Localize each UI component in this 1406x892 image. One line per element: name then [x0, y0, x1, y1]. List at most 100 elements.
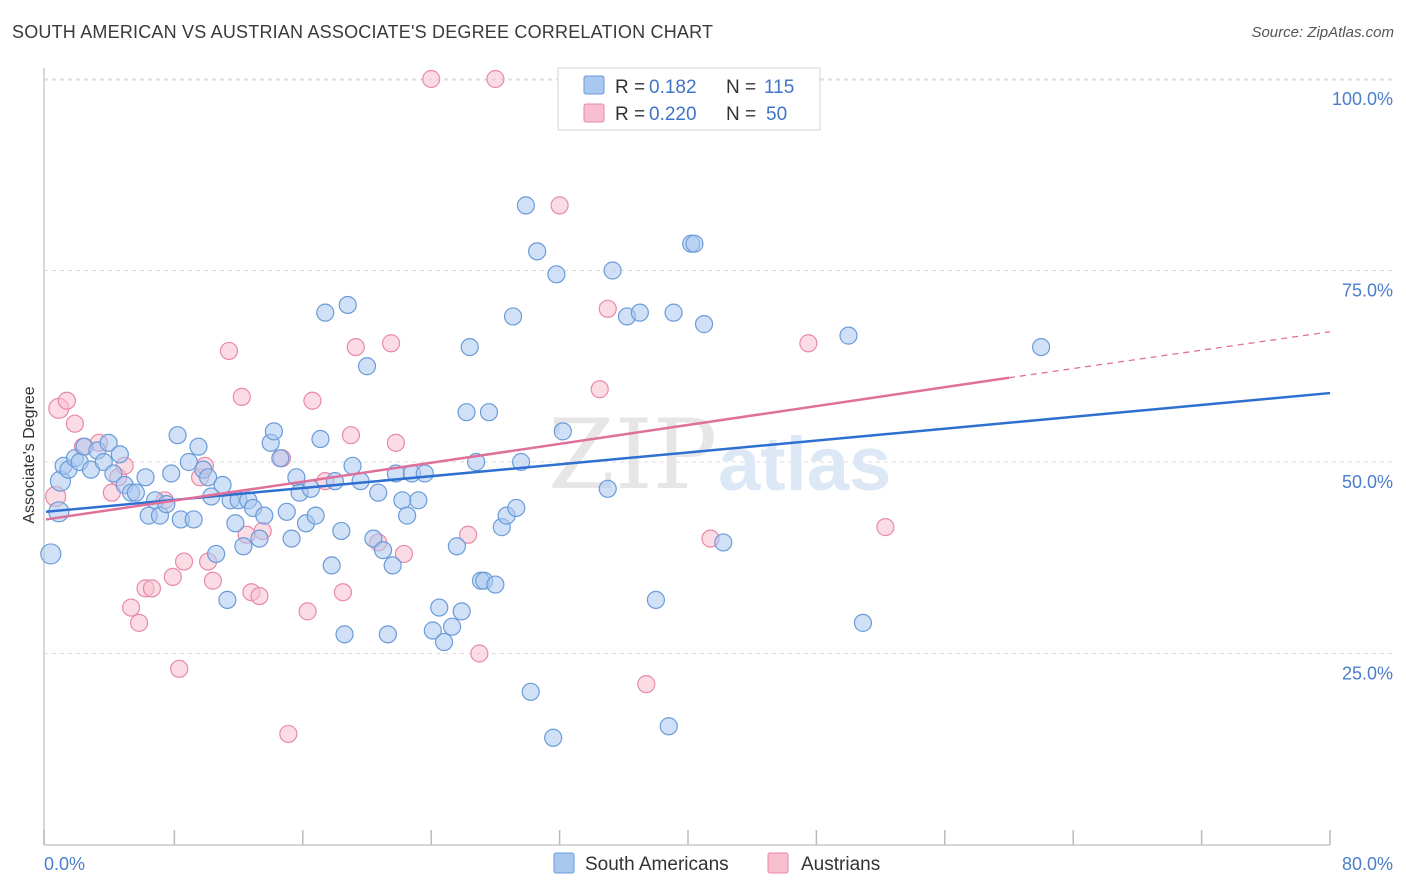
south-american-point [521, 682, 540, 701]
chart-title: SOUTH AMERICAN VS AUSTRIAN ASSOCIATE'S D… [12, 22, 714, 42]
south-american-point [544, 728, 563, 747]
south-american-point [255, 506, 274, 525]
south-american-point [415, 464, 434, 483]
south-american-point [442, 617, 462, 636]
legend-swatch-south-americans [553, 852, 575, 874]
south-american-point [234, 537, 253, 556]
austrian-point [121, 598, 141, 617]
austrian-point [298, 602, 317, 621]
south-american-point [168, 426, 187, 445]
south-american-point [226, 514, 245, 533]
south-american-point [547, 265, 566, 284]
legend-r-label-2: R = [615, 104, 645, 125]
south-american-point [664, 303, 683, 322]
south-american-point [218, 590, 237, 609]
series-legend: South Americans Austrians [553, 852, 880, 875]
watermark-zip: ZIP [548, 399, 717, 511]
grid-lines [44, 78, 1395, 654]
austrian-point [459, 525, 478, 544]
south-american-point [207, 544, 226, 564]
austrian-point [386, 433, 405, 452]
austrian-point [394, 544, 414, 564]
y-tick-label: 50.0% [1342, 472, 1393, 492]
south-american-point [486, 575, 505, 594]
source-label: Source: ZipAtlas.com [1251, 24, 1394, 41]
south-american-point [162, 464, 181, 483]
legend-r-value-2: 0.220 [649, 104, 697, 125]
south-american-point [277, 502, 296, 521]
austrian-point [174, 552, 194, 571]
austrian-point [346, 338, 365, 357]
south-american-point [507, 498, 526, 518]
south-american-point [157, 495, 176, 514]
south-american-point [393, 491, 412, 510]
watermark-atlas: atlas [718, 422, 891, 507]
austrian-point [250, 586, 269, 606]
austrian-point [65, 414, 84, 433]
south-american-point [503, 307, 523, 326]
legend-swatch-austrians [767, 852, 789, 874]
watermark: ZIP atlas [548, 399, 891, 511]
austrian-point [637, 675, 656, 694]
south-american-point [398, 506, 417, 525]
austrian-point [486, 69, 505, 89]
austrian-point [170, 659, 189, 678]
south-american-point [714, 533, 733, 552]
south-american-point [99, 433, 118, 452]
south-american-point [457, 403, 476, 422]
south-american-point [282, 529, 301, 548]
austrians-points [45, 69, 895, 744]
south-american-point [694, 315, 714, 334]
tick-labels: 25.0% 50.0% 75.0% 100.0% 0.0% 80.0% [44, 89, 1393, 874]
south-american-point [104, 464, 123, 483]
south-american-point [332, 521, 351, 541]
south-american-point [40, 543, 62, 565]
south-american-point [378, 625, 397, 644]
south-american-point [685, 234, 704, 253]
south-americans-points [40, 196, 1051, 747]
austrian-point [219, 341, 239, 361]
south-american-point [383, 556, 402, 575]
austrian-point [590, 380, 609, 399]
austrian-point [381, 334, 401, 353]
austrian-point [470, 644, 489, 663]
legend-label-south-americans: South Americans [585, 854, 729, 875]
legend-swatch-pink [583, 103, 605, 123]
legend-n-label-1: N = [726, 77, 756, 98]
south-american-point [184, 510, 203, 529]
austrian-point [57, 391, 76, 410]
austrian-point [876, 518, 895, 537]
austrian-point [129, 613, 149, 632]
south-american-point [659, 717, 678, 736]
austrian-point [279, 724, 298, 744]
south-american-point [306, 506, 325, 525]
axes [43, 68, 1331, 846]
austrians-trend-line [45, 376, 1010, 521]
south-american-point [110, 445, 129, 464]
south-american-point [479, 403, 499, 422]
austrian-point [142, 579, 162, 598]
south-american-point [603, 261, 622, 280]
south-american-point [271, 449, 290, 468]
south-american-point [199, 468, 218, 487]
south-american-point [179, 452, 198, 472]
south-american-point [853, 613, 873, 632]
legend-label-austrians: Austrians [801, 854, 880, 875]
legend-swatch-blue [583, 75, 605, 95]
austrian-point [232, 387, 251, 406]
south-americans-trend-line [45, 391, 1331, 514]
austrians-trend-extension [1008, 331, 1331, 379]
south-american-point [528, 242, 547, 261]
austrian-point [799, 334, 818, 353]
austrian-point [341, 426, 361, 445]
south-american-point [335, 625, 354, 644]
south-american-point [369, 483, 388, 502]
south-american-point [264, 422, 284, 441]
y-tick-label: 25.0% [1342, 664, 1393, 684]
south-american-point [452, 602, 471, 621]
south-american-point [250, 529, 269, 548]
south-american-point [447, 537, 466, 556]
south-american-point [553, 422, 572, 441]
south-american-point [630, 303, 649, 322]
south-american-point [357, 357, 377, 376]
